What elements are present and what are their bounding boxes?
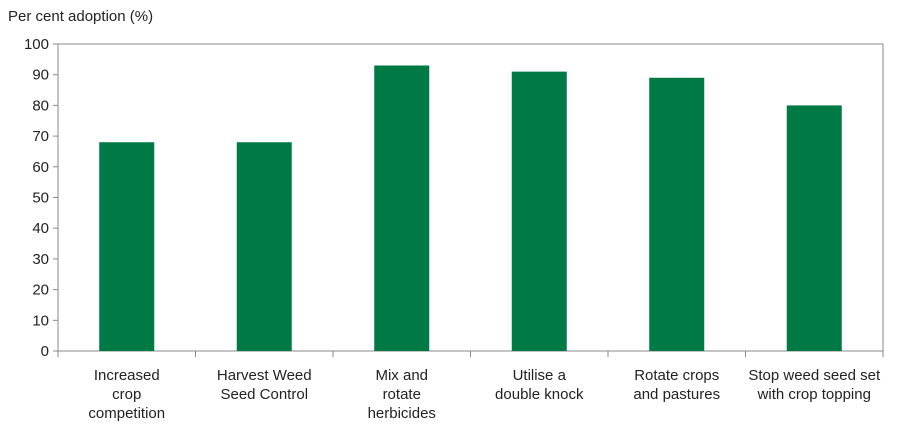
y-tick-label: 20 — [32, 282, 49, 299]
y-tick-label: 40 — [32, 220, 49, 237]
plot-border — [57, 43, 884, 352]
y-tick-label: 80 — [32, 97, 49, 114]
bar — [786, 105, 842, 352]
bar — [649, 77, 705, 352]
x-axis: Increased crop competition Harvest Weed Seed… — [57, 351, 884, 422]
x-tick-label: Rotate crops and pastures — [633, 367, 720, 403]
x-tick-label: Increased crop competition — [88, 367, 165, 422]
y-tick-label: 30 — [32, 251, 49, 268]
y-tick-label: 0 — [41, 343, 49, 360]
y-tick-label: 60 — [32, 159, 49, 176]
y-axis: 0 10 20 30 40 50 60 70 80 90 100 — [24, 36, 58, 360]
x-tick-label: Stop weed seed set with crop topping — [748, 367, 881, 403]
bar — [374, 65, 430, 352]
y-tick-label: 90 — [32, 67, 49, 84]
bars — [99, 65, 842, 352]
y-tick-label: 70 — [32, 128, 49, 145]
y-tick-label: 50 — [32, 190, 49, 207]
x-tick-label: Utilise a double knock — [495, 367, 584, 403]
y-tick-label: 10 — [32, 312, 49, 329]
bar — [236, 142, 292, 351]
y-axis-label: Per cent adoption (%) — [8, 8, 153, 25]
bar — [511, 71, 567, 351]
x-tick-label: Harvest Weed Seed Control — [217, 367, 312, 403]
y-tick-label: 100 — [24, 36, 49, 53]
bar — [99, 142, 155, 351]
x-tick-label: Mix and rotate herbicides — [368, 367, 436, 422]
plot-frame — [57, 43, 884, 352]
